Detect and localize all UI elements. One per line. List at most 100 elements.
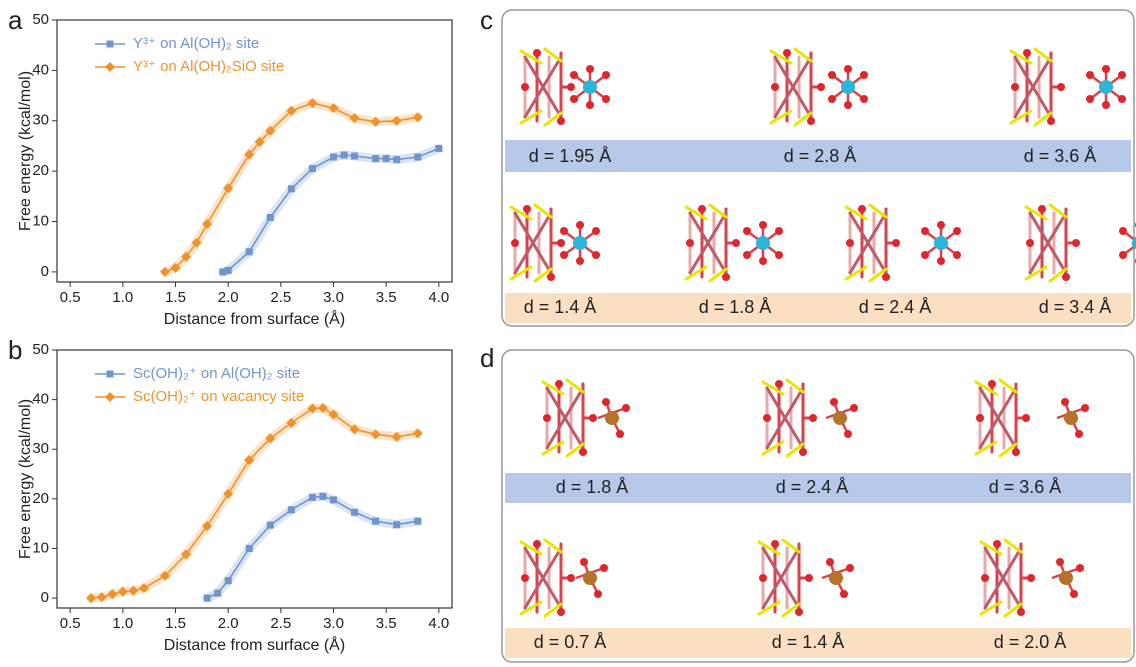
y-tick-label: 50 — [32, 11, 49, 28]
x-tick-label: 3.0 — [323, 615, 344, 632]
structure — [1011, 49, 1065, 125]
marker — [309, 494, 316, 501]
panel-letter: b — [8, 335, 22, 365]
y-axis-title: Free energy (kcal/mol) — [17, 399, 34, 559]
marker — [393, 156, 400, 163]
marker — [351, 509, 358, 516]
y-tick-label: 10 — [32, 539, 49, 556]
ion — [743, 221, 783, 265]
y-tick-label: 30 — [32, 440, 49, 457]
marker — [225, 267, 232, 274]
series-line — [223, 149, 439, 272]
marker — [435, 145, 442, 152]
y-tick-label: 0 — [41, 263, 49, 280]
x-tick-label: 3.0 — [323, 289, 344, 306]
x-tick-label: 2.5 — [270, 289, 291, 306]
x-tick-label: 2.5 — [270, 615, 291, 632]
marker — [414, 154, 421, 161]
marker — [204, 595, 211, 602]
marker — [372, 155, 379, 162]
series-band — [223, 149, 439, 272]
x-tick-label: 1.5 — [165, 289, 186, 306]
y-tick-label: 0 — [41, 589, 49, 606]
marker — [246, 545, 253, 552]
distance-label: d = 1.4 Å — [524, 297, 597, 317]
structure — [543, 380, 597, 456]
y-tick-label: 20 — [32, 162, 49, 179]
page: 0.5 1.0 1.5 2.0 2.5 3.0 3.5 4.0 0 10 20 30 40 50 Dista… — [0, 0, 1136, 667]
legend-label: Sc(OH)₂⁺ on vacancy site — [133, 388, 304, 405]
figure: 0.5 1.0 1.5 2.0 2.5 3.0 3.5 4.0 0 10 20 30 40 50 Dista… — [0, 0, 1136, 667]
distance-label: d = 3.6 Å — [989, 477, 1062, 497]
distance-label: d = 2.8 Å — [784, 146, 857, 166]
legend-marker — [107, 41, 114, 48]
y-tick-label: 20 — [32, 490, 49, 507]
label-bar — [505, 293, 1131, 323]
ion — [570, 65, 610, 109]
legend-marker — [105, 392, 115, 402]
legend-label: Sc(OH)₂⁺ on Al(OH)₂ site — [133, 365, 300, 382]
structure — [759, 540, 813, 616]
x-tick-label: 2.0 — [218, 615, 239, 632]
marker — [288, 506, 295, 513]
x-tick-label: 3.5 — [376, 289, 397, 306]
ion — [598, 398, 630, 438]
marker — [246, 248, 253, 255]
marker — [288, 185, 295, 192]
legend-marker — [105, 62, 115, 72]
series-band — [207, 496, 418, 598]
legend-label: Y³⁺ on Al(OH)₂ site — [133, 35, 259, 52]
y-tick-label: 10 — [32, 213, 49, 230]
structure — [771, 49, 825, 125]
distance-label: d = 0.7 Å — [534, 632, 607, 652]
x-tick-label: 1.5 — [165, 615, 186, 632]
ion — [1086, 65, 1126, 109]
x-axis-title: Distance from surface (Å) — [164, 309, 345, 328]
marker — [267, 214, 274, 221]
y-axis-title: Free energy (kcal/mol) — [17, 71, 34, 231]
distance-label: d = 2.4 Å — [776, 477, 849, 497]
y-tick-label: 50 — [32, 341, 49, 358]
distance-label: d = 1.95 Å — [529, 146, 612, 166]
marker — [372, 518, 379, 525]
x-tick-label: 0.5 — [60, 289, 81, 306]
x-tick-label: 4.0 — [428, 289, 449, 306]
x-tick-label: 3.5 — [376, 615, 397, 632]
structure — [846, 205, 900, 281]
ion — [826, 398, 858, 438]
distance-label: d = 1.8 Å — [699, 297, 772, 317]
x-tick-label: 1.0 — [112, 289, 133, 306]
marker — [214, 590, 221, 597]
x-axis-title: Distance from surface (Å) — [164, 635, 345, 654]
ion — [576, 558, 608, 598]
panel-letter: d — [480, 343, 494, 373]
distance-label: d = 3.4 Å — [1039, 297, 1112, 317]
marker — [309, 165, 316, 172]
structure — [981, 540, 1035, 616]
structure — [521, 540, 575, 616]
y-tick-label: 40 — [32, 391, 49, 408]
ion — [1057, 398, 1089, 438]
marker — [393, 521, 400, 528]
series-band — [91, 408, 418, 598]
structure — [763, 380, 817, 456]
marker — [383, 155, 390, 162]
marker — [351, 153, 358, 160]
panel-letter: a — [8, 5, 23, 35]
legend-label: Y³⁺ on Al(OH)₂SiO site — [133, 58, 284, 75]
y-tick-label: 30 — [32, 112, 49, 129]
distance-label: d = 1.8 Å — [556, 477, 629, 497]
marker — [414, 518, 421, 525]
legend-marker — [107, 371, 114, 378]
marker — [225, 577, 232, 584]
structure — [1026, 205, 1080, 281]
structure — [511, 205, 565, 281]
marker — [330, 154, 337, 161]
panel-letter: c — [480, 5, 493, 35]
ion — [921, 221, 961, 265]
distance-label: d = 2.0 Å — [994, 632, 1067, 652]
structure — [521, 49, 575, 125]
x-tick-label: 2.0 — [218, 289, 239, 306]
series-line — [207, 496, 418, 598]
distance-label: d = 2.4 Å — [859, 297, 932, 317]
